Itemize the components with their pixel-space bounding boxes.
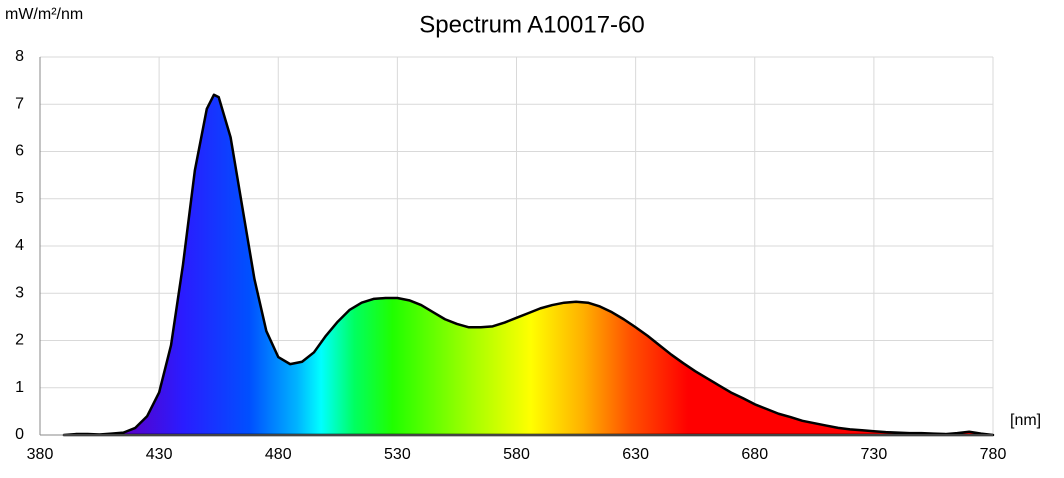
x-tick-label: 780 xyxy=(980,446,1007,463)
x-tick-label: 680 xyxy=(741,446,768,463)
x-tick-label: 430 xyxy=(146,446,173,463)
y-tick-label: 0 xyxy=(15,426,24,443)
x-tick-label: 630 xyxy=(622,446,649,463)
x-tick-label: 530 xyxy=(384,446,411,463)
x-tick-label: 730 xyxy=(861,446,888,463)
y-axis-label: mW/m²/nm xyxy=(5,6,83,23)
y-tick-label: 5 xyxy=(15,190,24,207)
y-tick-label: 7 xyxy=(15,95,24,112)
x-tick-label: 580 xyxy=(503,446,530,463)
y-tick-label: 3 xyxy=(15,284,24,301)
x-tick-label: 380 xyxy=(27,446,54,463)
y-tick-label: 4 xyxy=(15,237,24,254)
x-tick-label: 480 xyxy=(265,446,292,463)
y-tick-label: 6 xyxy=(15,143,24,160)
chart-title: Spectrum A10017-60 xyxy=(419,11,644,38)
x-axis-label: [nm] xyxy=(1010,412,1041,429)
y-tick-label: 8 xyxy=(15,48,24,65)
spectrum-area xyxy=(62,93,995,437)
y-tick-label: 2 xyxy=(15,332,24,349)
y-tick-label: 1 xyxy=(15,379,24,396)
